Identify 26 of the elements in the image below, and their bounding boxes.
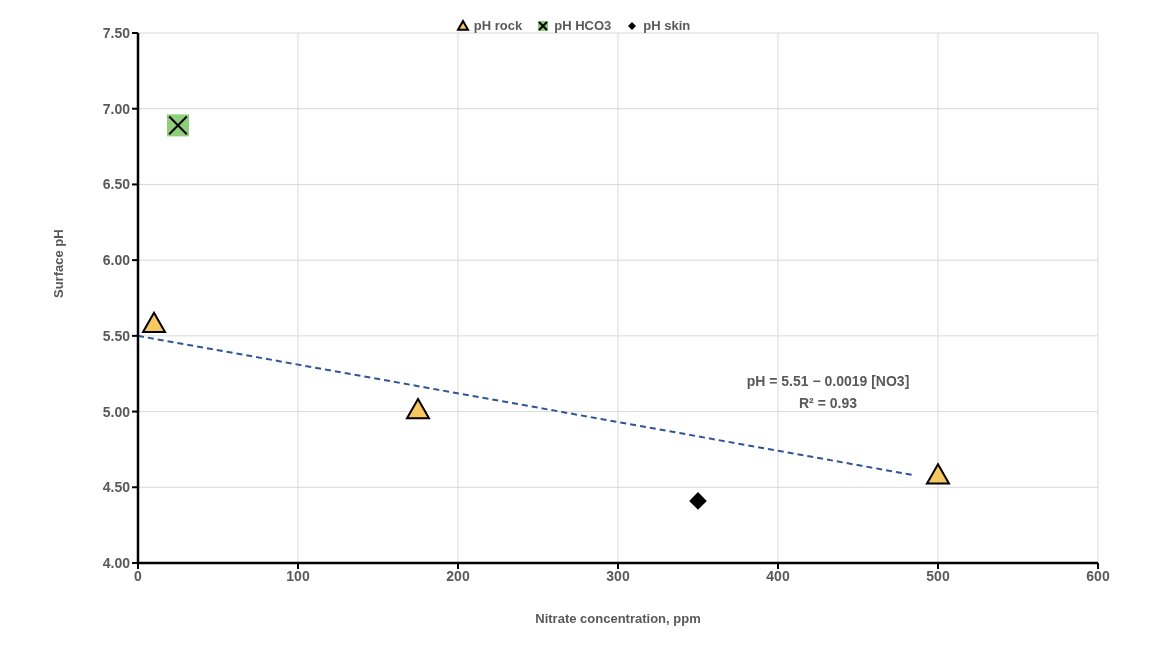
y-tick-label: 4.00 [102,554,131,571]
point [926,463,950,485]
x-tick-label: 200 [446,567,470,584]
annotation: R² = 0.93 [798,394,858,413]
legend-label: pH HCO3 [553,18,612,33]
annotation: pH = 5.51 − 0.0019 [NO3] [745,372,911,391]
y-tick-label: 5.00 [102,403,131,420]
y-tick-label: 6.00 [102,252,131,269]
x-tick-label: 500 [926,567,950,584]
point [689,492,707,510]
y-axis-title: Surface pH [50,229,66,298]
y-tick-label: 7.00 [102,100,131,117]
x-tick-label: 600 [1086,567,1110,584]
y-tick-label: 5.50 [102,327,131,344]
y-tick-label: 6.50 [102,176,131,193]
legend-label: pH skin [642,18,691,33]
x-tick-label: 400 [766,567,790,584]
point [142,311,166,333]
x-tick-label: 100 [286,567,310,584]
legend-label: pH rock [472,18,523,33]
point [406,398,430,420]
y-tick-label: 4.50 [102,479,131,496]
x-tick-label: 300 [606,567,630,584]
x-tick-label: 0 [134,567,143,584]
y-tick-label: 7.50 [102,24,131,41]
x-axis-title: Nitrate concentration, ppm [535,611,701,626]
